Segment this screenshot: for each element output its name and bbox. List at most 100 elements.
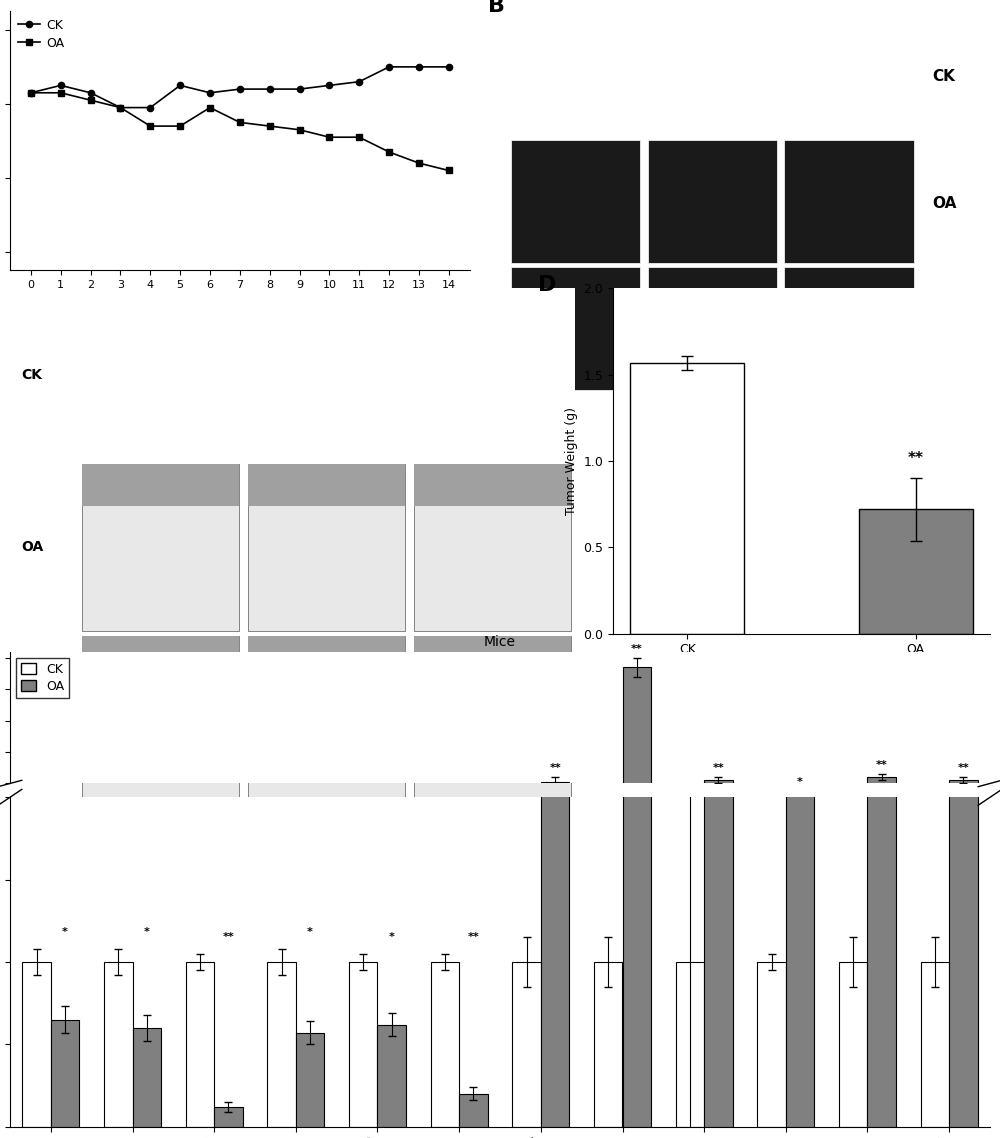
- Bar: [839, 962, 867, 1127]
- CK: [25, 86, 37, 100]
- FancyBboxPatch shape: [784, 140, 914, 263]
- Text: *: *: [307, 927, 313, 938]
- FancyBboxPatch shape: [414, 636, 571, 803]
- Bar: [704, 0, 733, 1127]
- Bar: [949, 781, 978, 815]
- Bar: [186, 962, 214, 1127]
- Bar: [104, 811, 132, 815]
- Line: OA: OA: [28, 90, 452, 174]
- Text: **: **: [958, 764, 969, 774]
- Text: **: **: [549, 764, 561, 774]
- Line: CK: CK: [28, 64, 452, 110]
- CK: [144, 101, 156, 115]
- Bar: [132, 1028, 161, 1127]
- Bar: [757, 962, 786, 1127]
- Text: *: *: [797, 776, 803, 786]
- Bar: [267, 811, 296, 815]
- OA: [55, 86, 67, 100]
- Bar: [51, 1020, 79, 1127]
- Text: CK: CK: [21, 368, 42, 381]
- Bar: [377, 813, 406, 815]
- Text: **: **: [468, 932, 479, 942]
- Text: *: *: [389, 932, 395, 942]
- Bar: [349, 962, 377, 1127]
- Bar: [186, 811, 214, 815]
- Bar: [541, 782, 569, 815]
- CK: [443, 60, 455, 74]
- Text: CK: CK: [932, 68, 955, 83]
- Bar: [22, 962, 51, 1127]
- OA: [294, 123, 306, 137]
- CK: [174, 79, 186, 92]
- FancyBboxPatch shape: [648, 140, 777, 263]
- FancyBboxPatch shape: [511, 140, 640, 263]
- FancyBboxPatch shape: [82, 636, 239, 803]
- Bar: [622, 667, 651, 815]
- Text: *: *: [62, 927, 68, 938]
- Bar: [676, 962, 704, 1127]
- FancyBboxPatch shape: [248, 636, 405, 678]
- Bar: [867, 777, 896, 815]
- OA: [413, 156, 425, 170]
- Text: **: **: [631, 644, 643, 654]
- Bar: [132, 813, 161, 815]
- FancyBboxPatch shape: [414, 463, 571, 632]
- OA: [443, 164, 455, 178]
- Bar: [949, 0, 978, 1127]
- FancyBboxPatch shape: [82, 463, 239, 505]
- FancyBboxPatch shape: [248, 636, 405, 803]
- FancyBboxPatch shape: [414, 463, 571, 505]
- Bar: [267, 962, 296, 1127]
- Text: **: **: [908, 452, 924, 467]
- Bar: [349, 811, 377, 815]
- Title: Mice: Mice: [484, 635, 516, 649]
- Bar: [630, 363, 744, 634]
- OA: [204, 101, 216, 115]
- OA: [264, 119, 276, 133]
- FancyBboxPatch shape: [784, 267, 914, 390]
- CK: [234, 82, 246, 96]
- Bar: [704, 781, 733, 815]
- Bar: [921, 811, 949, 815]
- Bar: [541, 0, 569, 1127]
- Bar: [512, 811, 541, 815]
- OA: [353, 131, 365, 145]
- OA: [25, 86, 37, 100]
- CK: [294, 82, 306, 96]
- FancyBboxPatch shape: [414, 636, 571, 678]
- FancyBboxPatch shape: [248, 463, 405, 505]
- Bar: [214, 1107, 243, 1127]
- OA: [174, 119, 186, 133]
- CK: [55, 79, 67, 92]
- Text: OA: OA: [21, 541, 44, 554]
- FancyBboxPatch shape: [82, 636, 239, 678]
- Bar: [786, 791, 814, 815]
- Bar: [757, 811, 786, 815]
- CK: [85, 86, 97, 100]
- FancyBboxPatch shape: [511, 267, 640, 390]
- OA: [85, 93, 97, 107]
- Text: **: **: [223, 932, 234, 942]
- Legend: CK, OA: CK, OA: [16, 658, 69, 698]
- OA: [114, 101, 126, 115]
- OA: [234, 116, 246, 130]
- OA: [383, 146, 395, 159]
- Bar: [594, 962, 622, 1127]
- Text: **: **: [876, 760, 888, 770]
- FancyBboxPatch shape: [82, 463, 239, 632]
- Bar: [459, 1094, 488, 1127]
- Text: **: **: [713, 764, 724, 774]
- CK: [323, 79, 335, 92]
- Bar: [104, 962, 132, 1127]
- FancyBboxPatch shape: [648, 267, 777, 390]
- Bar: [431, 962, 459, 1127]
- Text: B: B: [488, 0, 505, 16]
- OA: [144, 119, 156, 133]
- CK: [264, 82, 276, 96]
- Bar: [431, 811, 459, 815]
- Bar: [512, 962, 541, 1127]
- Bar: [622, 0, 651, 1127]
- Text: D: D: [538, 274, 556, 295]
- Bar: [786, 0, 814, 1127]
- Bar: [22, 811, 51, 815]
